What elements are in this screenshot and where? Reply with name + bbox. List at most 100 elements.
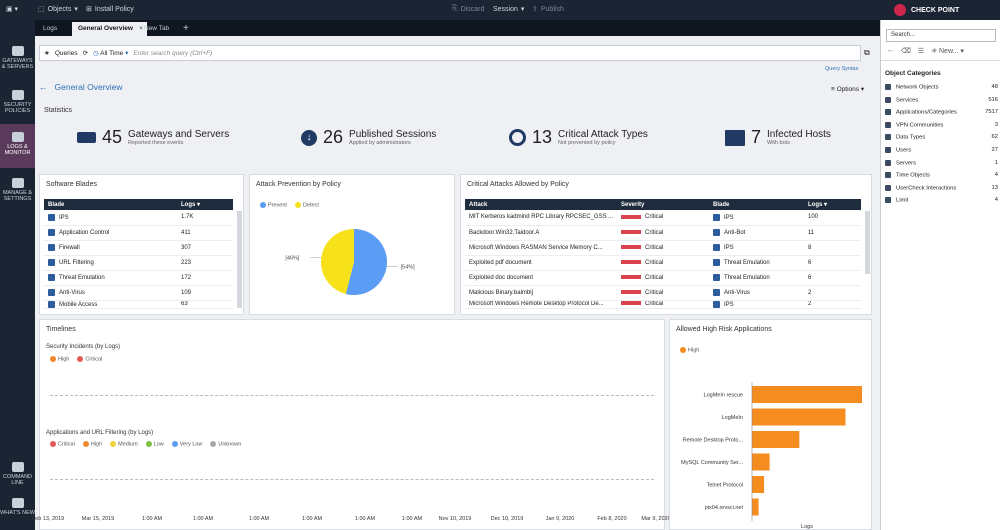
table-row[interactable]: Microsoft Windows RASMAN Service Memory … xyxy=(465,240,861,256)
legend-unknown[interactable]: Unknown xyxy=(210,441,241,447)
table-row[interactable]: Threat Emulation 172 xyxy=(44,270,233,286)
threat-emulation-icon xyxy=(48,273,55,281)
category-item[interactable]: VPN Communities 3 xyxy=(885,121,998,128)
category-item[interactable]: Applications/Categories 7517 xyxy=(885,109,998,116)
legend-high[interactable]: High xyxy=(680,347,699,353)
options-button[interactable]: ≡ Options ▾ xyxy=(831,86,865,93)
gateway-icon xyxy=(77,132,96,143)
threat-emulation-icon xyxy=(713,258,720,266)
pie-slice-detect[interactable] xyxy=(321,229,354,294)
table-row[interactable]: URL Filtering 223 xyxy=(44,255,233,271)
legend-high[interactable]: High xyxy=(82,441,102,447)
table-row[interactable]: Firewall 307 xyxy=(44,240,233,256)
tab-general-overview[interactable]: General Overview × xyxy=(72,22,147,36)
col-logs[interactable]: Logs ▾ xyxy=(177,199,233,210)
pie-data-label: [46%] xyxy=(285,255,300,261)
nav-whats-new[interactable]: WHAT'S NEW xyxy=(0,498,35,516)
session-menu[interactable]: Session ▾ xyxy=(493,5,525,14)
col-logs[interactable]: Logs ▾ xyxy=(804,199,861,210)
col-attack[interactable]: Attack xyxy=(465,199,617,210)
high-risk-bar-chart: LogMeIn rescue LogMeIn Remote Desktop Prot… xyxy=(681,382,862,530)
category-item[interactable]: Services 516 xyxy=(885,96,998,103)
stat-gateways[interactable]: 45 Gateways and Servers Reported these ev… xyxy=(77,127,229,148)
app-control-icon xyxy=(48,228,55,236)
col-blade[interactable]: Blade xyxy=(709,199,804,210)
table-row[interactable]: Malicious Binary.balmblj Critical Anti-Vir… xyxy=(465,285,861,301)
table-row[interactable]: MIT Kerberos kadmind RPC Library RPCSEC_… xyxy=(465,210,861,226)
objects-menu[interactable]: ⬚ Objects ▾ xyxy=(38,5,78,14)
tab-new-tab[interactable]: New Tab xyxy=(144,25,170,32)
category-item[interactable]: Network Objects 48 xyxy=(885,84,998,91)
legend-very-low[interactable]: Very Low xyxy=(171,441,202,447)
legend-prevent[interactable]: Prevent xyxy=(260,202,287,208)
list-view-icon[interactable]: ☰ xyxy=(917,48,925,55)
star-icon[interactable]: ★ xyxy=(44,50,50,57)
category-item[interactable]: Data Types 62 xyxy=(885,134,998,141)
legend-critical[interactable]: Critical xyxy=(50,441,75,447)
app-menu-button[interactable]: ▣ ▾ xyxy=(6,6,19,13)
time-filter[interactable]: ◷ All Time ▾ xyxy=(93,50,129,57)
table-row[interactable]: Exploited doc document Critical Threat Emu… xyxy=(465,270,861,286)
back-arrow-icon[interactable]: ← xyxy=(39,82,48,92)
legend-low[interactable]: Low xyxy=(145,441,164,447)
category-item[interactable]: Users 27 xyxy=(885,147,998,154)
stat-infected-hosts[interactable]: 7 Infected Hosts With bots xyxy=(725,127,831,148)
close-tab-icon[interactable]: × xyxy=(139,25,143,32)
table-row[interactable]: Backdoor.Win32.Taidoor.A Critical Anti-Bot… xyxy=(465,225,861,241)
table-row[interactable]: Anti-Virus 109 xyxy=(44,285,233,301)
bar-category-label: LogMeIn rescue xyxy=(704,393,743,399)
bar[interactable] xyxy=(752,453,770,471)
add-tab-icon[interactable]: + xyxy=(183,23,189,34)
bar[interactable] xyxy=(752,476,765,493)
category-item[interactable]: UserCheck Interactions 13 xyxy=(885,184,998,191)
tab-logs[interactable]: Logs xyxy=(43,25,58,32)
expand-icon[interactable]: ⧉ xyxy=(864,48,870,57)
queries-button[interactable]: Queries xyxy=(54,49,78,57)
high-risk-legend: High xyxy=(680,347,699,353)
nav-logs-monitor[interactable]: LOGS & MONITOR xyxy=(0,124,35,168)
search-query-input[interactable]: Enter search query (Ctrl+F) xyxy=(133,49,213,57)
policies-icon xyxy=(11,90,24,100)
nav-security-policies[interactable]: SECURITY POLICIES xyxy=(0,90,35,114)
legend-detect[interactable]: Detect xyxy=(294,202,319,208)
table-row[interactable]: IPS 1.7K xyxy=(44,210,233,226)
bar[interactable] xyxy=(752,498,759,516)
object-search-input[interactable]: Search... xyxy=(886,29,996,42)
x-tick-label: Dec 10, 2019 xyxy=(490,516,524,522)
publish-button[interactable]: ⇪ Publish xyxy=(532,5,564,14)
pie-slice-prevent[interactable] xyxy=(345,229,387,295)
col-blade[interactable]: Blade xyxy=(44,199,177,210)
statistics-heading: Statistics xyxy=(44,107,73,114)
col-severity[interactable]: Severity xyxy=(617,199,709,210)
legend-critical[interactable]: Critical xyxy=(77,356,102,362)
install-policy-button[interactable]: ⊞ Install Policy xyxy=(86,5,134,14)
category-icon xyxy=(885,121,891,128)
category-item[interactable]: Servers 1 xyxy=(885,159,998,166)
scrollbar[interactable] xyxy=(865,211,870,274)
stat-attacks[interactable]: 13 Critical Attack Types Not prevented by… xyxy=(509,127,648,148)
legend-medium[interactable]: Medium xyxy=(110,441,138,447)
stat-sessions[interactable]: ↓ 26 Published Sessions Applied by admini… xyxy=(301,127,436,148)
table-row[interactable]: Exploited pdf document Critical Threat Emu… xyxy=(465,255,861,271)
bar[interactable] xyxy=(752,408,846,426)
refresh-icon[interactable]: ⟳ xyxy=(82,50,89,57)
table-row[interactable]: Application Control 411 xyxy=(44,225,233,241)
table-row[interactable]: Microsoft Windows Remote Desktop Protoco… xyxy=(465,300,861,309)
back-icon[interactable]: ← xyxy=(887,47,894,54)
new-object-button[interactable]: ✳ New... ▾ xyxy=(931,48,964,55)
scrollbar[interactable] xyxy=(237,211,242,308)
category-item[interactable]: Limit 4 xyxy=(885,197,998,204)
bar[interactable] xyxy=(752,431,800,448)
discard-button[interactable]: ⎘ Discard xyxy=(452,5,485,13)
trash-icon[interactable]: ⌫ xyxy=(901,48,911,55)
legend-swatch xyxy=(210,441,217,447)
table-row[interactable]: Mobile Access 63 xyxy=(44,300,233,309)
legend-high[interactable]: High xyxy=(50,356,69,362)
nav-command-line[interactable]: COMMAND LINE xyxy=(0,462,35,486)
category-item[interactable]: Time Objects 4 xyxy=(885,172,998,179)
bar[interactable] xyxy=(752,386,862,403)
nav-manage-settings[interactable]: MANAGE & SETTINGS xyxy=(0,178,35,202)
query-syntax-link[interactable]: Query Syntax xyxy=(825,66,859,72)
nav-gateways-servers[interactable]: GATEWAYS & SERVERS xyxy=(0,46,35,70)
whats-new-icon xyxy=(11,498,24,508)
